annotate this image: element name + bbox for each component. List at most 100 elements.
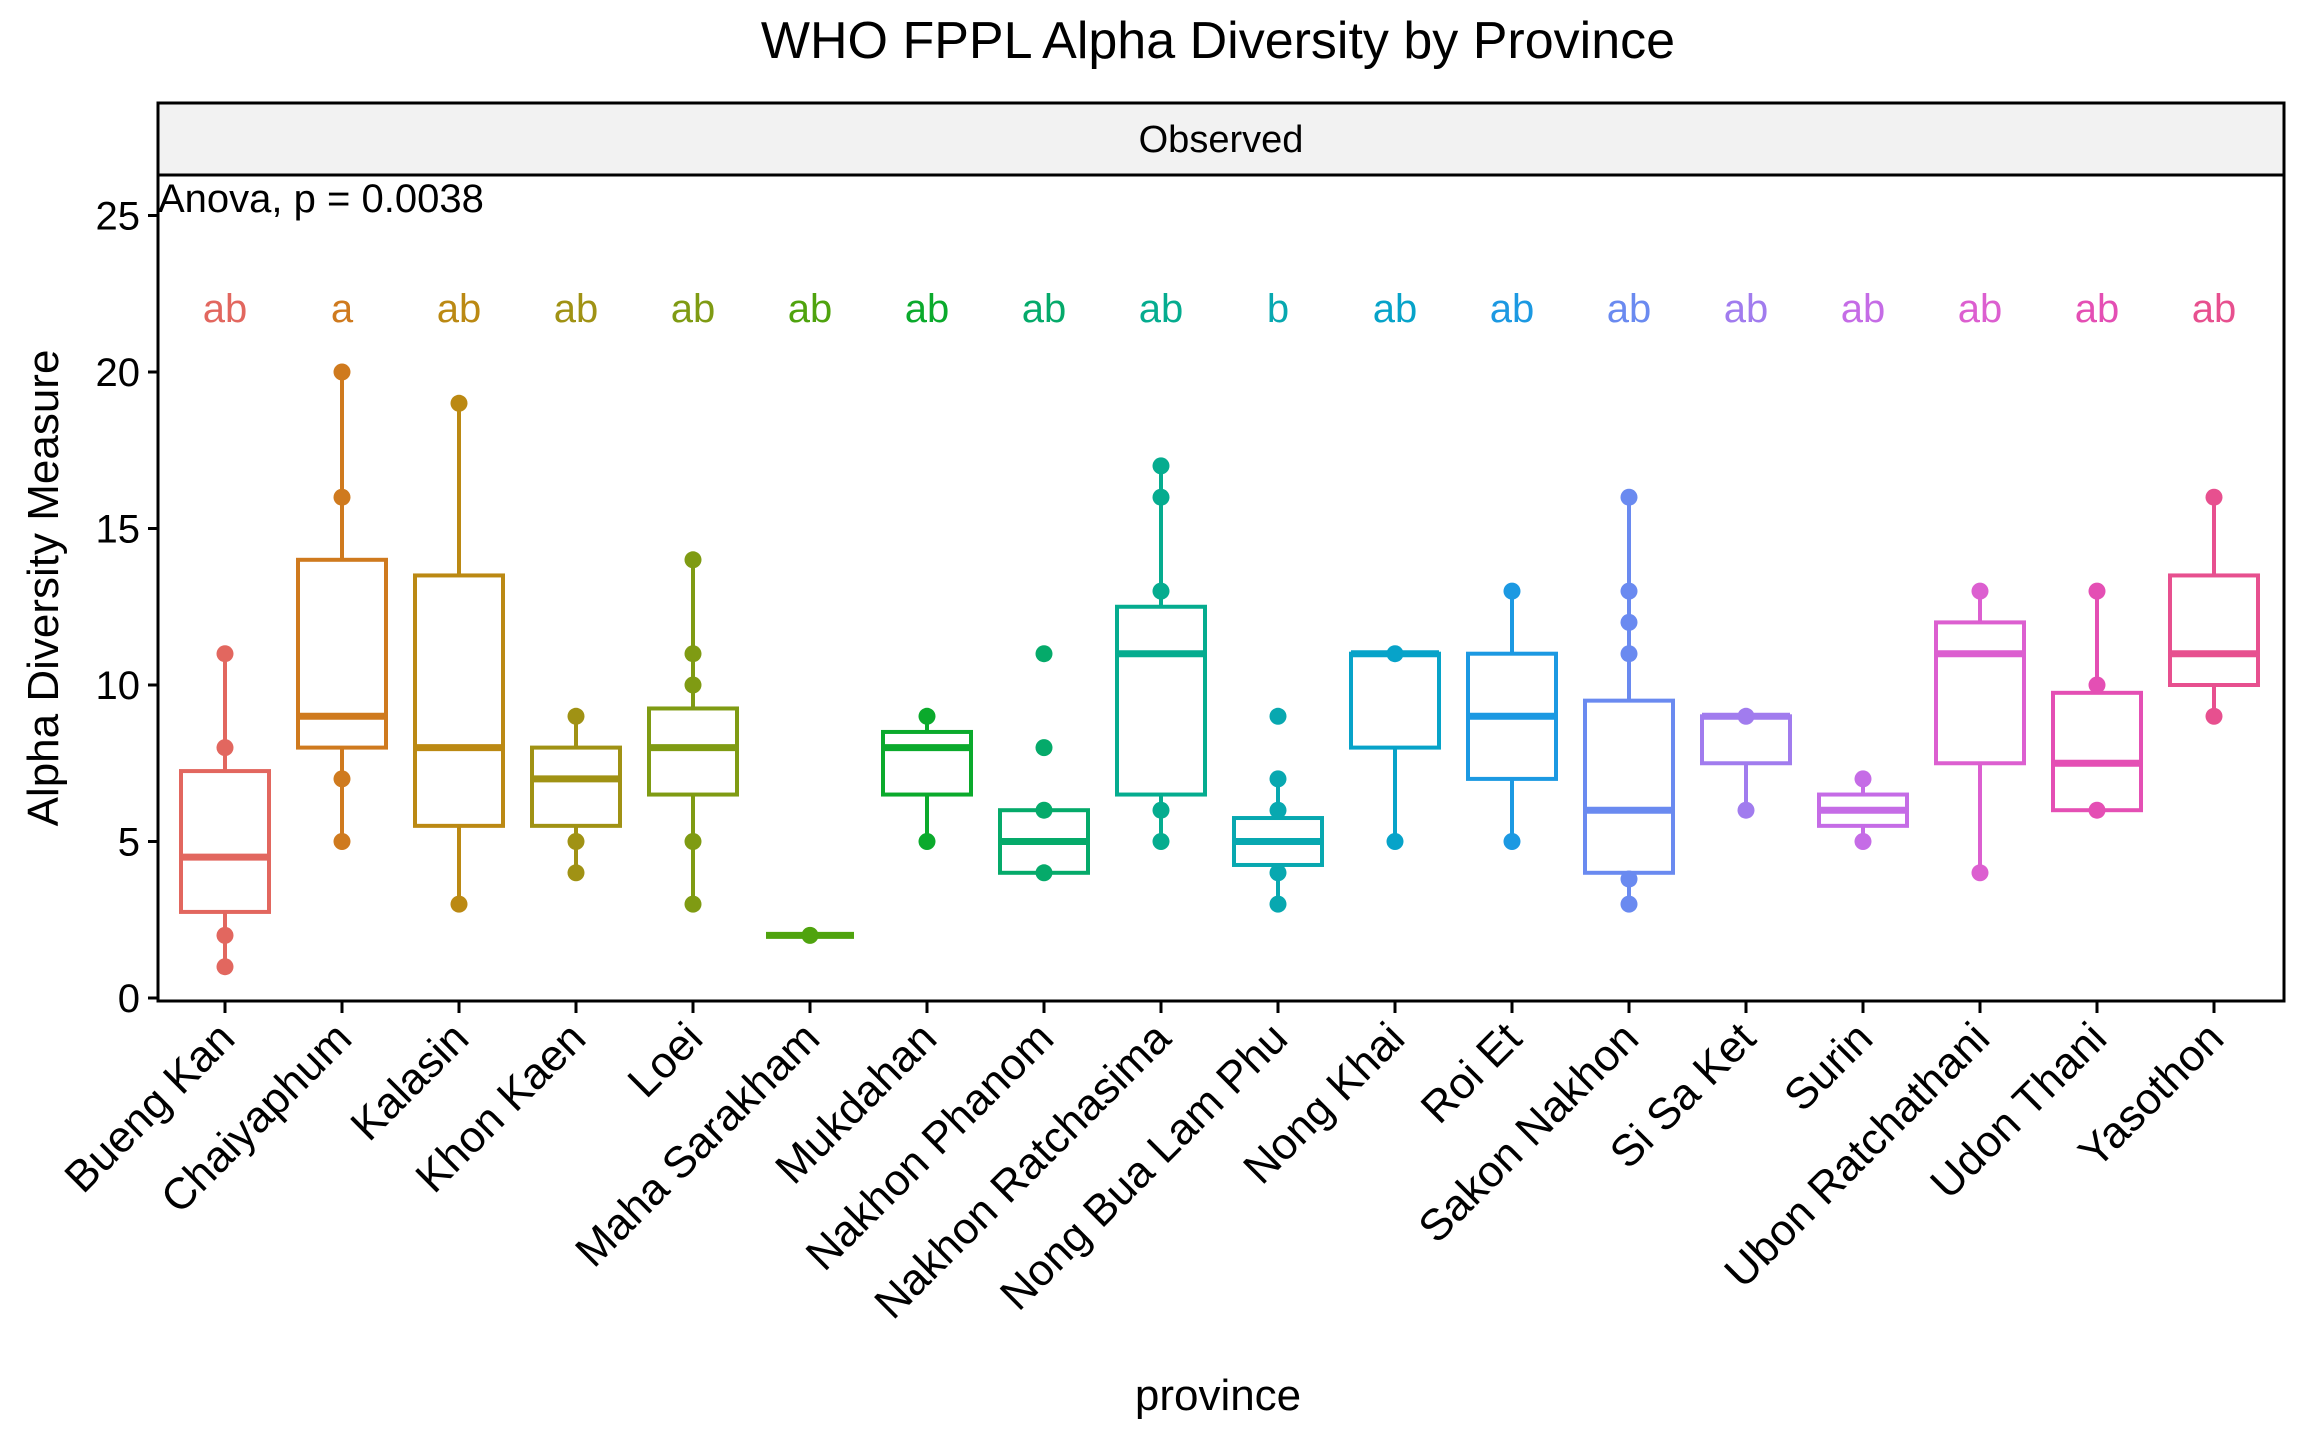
data-point: [1620, 870, 1638, 888]
box-group: [1349, 645, 1441, 850]
box: [1583, 698, 1675, 875]
box-group: [1232, 707, 1324, 913]
data-point: [216, 958, 234, 976]
y-tick-label: 10: [96, 664, 141, 708]
group-letter: ab: [1373, 287, 1418, 331]
group-letter: ab: [1958, 287, 2003, 331]
y-tick-label: 15: [96, 508, 141, 552]
data-point: [801, 926, 819, 944]
data-point: [333, 363, 351, 381]
group-letter: b: [1267, 287, 1289, 331]
data-point: [216, 739, 234, 757]
data-point: [1035, 801, 1053, 819]
data-point: [1971, 864, 1989, 882]
box: [1349, 651, 1441, 750]
box: [881, 729, 973, 797]
data-point: [684, 895, 702, 913]
box-group: [881, 707, 973, 850]
data-point: [333, 770, 351, 788]
data-point: [1620, 488, 1638, 506]
data-point: [1152, 801, 1170, 819]
data-point: [684, 676, 702, 694]
data-point: [1152, 833, 1170, 850]
box-group: [179, 645, 271, 976]
data-point: [450, 895, 468, 913]
data-point: [1620, 613, 1638, 631]
box-group: [296, 363, 388, 850]
data-point: [1854, 770, 1872, 788]
data-point: [1269, 895, 1287, 913]
box: [1115, 604, 1207, 797]
group-letter: ab: [1139, 287, 1184, 331]
data-point: [2088, 582, 2106, 600]
data-point: [333, 488, 351, 506]
box-group: [413, 394, 505, 913]
y-tick-label: 0: [118, 977, 140, 1021]
box-series: [179, 363, 2260, 976]
group-letter: ab: [203, 287, 248, 331]
box-group: [530, 707, 622, 882]
x-tick-label: Surin: [1775, 1013, 1882, 1120]
group-letters: ab a ab ab ab ab ab ab ab b ab ab ab ab ab ab ab ab: [203, 287, 2237, 331]
box-group: [647, 551, 739, 913]
box: [530, 745, 622, 828]
data-point: [1737, 801, 1755, 819]
group-letter: ab: [1841, 287, 1886, 331]
group-letter: ab: [437, 287, 482, 331]
data-point: [684, 833, 702, 850]
facet-strip: [156, 101, 2286, 177]
x-axis-label: province: [1135, 1371, 1301, 1420]
box-group: [1817, 770, 1909, 850]
data-point: [450, 394, 468, 412]
box: [179, 769, 271, 914]
data-point: [1035, 739, 1053, 757]
data-point: [567, 864, 585, 882]
anova-annotation: Anova, p = 0.0038: [158, 177, 484, 221]
data-point: [567, 833, 585, 850]
box-group: [2168, 488, 2260, 725]
box-group: [998, 645, 1090, 882]
data-point: [1269, 707, 1287, 725]
data-point: [1620, 582, 1638, 600]
group-letter: ab: [1490, 287, 1535, 331]
y-axis-label: Alpha Diversity Measure: [19, 350, 68, 827]
y-tick-label: 5: [118, 821, 140, 865]
data-point: [1971, 582, 1989, 600]
data-point: [2205, 488, 2223, 506]
facet-label: Observed: [1139, 119, 1304, 161]
data-point: [1035, 864, 1053, 882]
box: [413, 573, 505, 828]
box: [1934, 620, 2026, 766]
group-letter: ab: [554, 287, 599, 331]
data-point: [684, 551, 702, 569]
data-point: [1386, 645, 1404, 663]
box-group: [1700, 707, 1792, 819]
data-point: [1620, 895, 1638, 913]
data-point: [1269, 801, 1287, 819]
box: [647, 706, 739, 797]
box-group: [2051, 582, 2143, 819]
data-point: [1854, 833, 1872, 850]
data-point: [1269, 770, 1287, 788]
data-point: [1503, 582, 1521, 600]
box: [2168, 573, 2260, 688]
box-group: [1466, 582, 1558, 850]
group-letter: ab: [788, 287, 833, 331]
box-group: [766, 926, 854, 944]
box-group: [1115, 457, 1207, 850]
data-point: [1503, 833, 1521, 850]
group-letter: ab: [1724, 287, 1769, 331]
group-letter: ab: [1022, 287, 1067, 331]
data-point: [1737, 707, 1755, 725]
group-letter: ab: [671, 287, 716, 331]
box-group: [1583, 488, 1675, 913]
y-tick-label: 25: [96, 195, 141, 239]
box: [2051, 690, 2143, 813]
data-point: [1386, 833, 1404, 850]
box-group: [1934, 582, 2026, 882]
data-point: [216, 645, 234, 663]
group-letter: ab: [2075, 287, 2120, 331]
data-point: [918, 707, 936, 725]
